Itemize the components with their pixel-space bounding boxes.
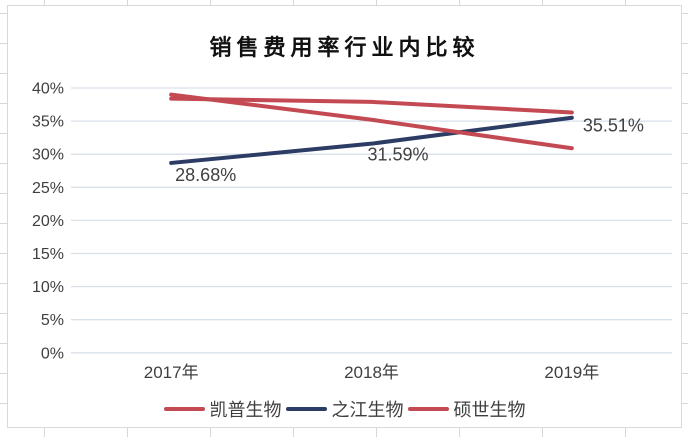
x-axis-label: 2019年	[544, 363, 599, 382]
data-label: 35.51%	[583, 116, 644, 136]
legend-label: 硕世生物	[453, 400, 526, 420]
y-tick-label: 40%	[32, 81, 64, 98]
legend-item[interactable]: 凯普生物	[163, 396, 282, 422]
legend-label: 之江生物	[331, 400, 404, 420]
legend-line-swatch	[407, 407, 449, 411]
y-tick-label: 10%	[32, 279, 64, 296]
legend-line-swatch	[285, 407, 327, 411]
x-axis-label: 2018年	[344, 363, 399, 382]
chart-title: 销售费用率行业内比较	[209, 35, 480, 60]
y-tick-label: 35%	[32, 114, 64, 131]
legend-label: 凯普生物	[209, 400, 282, 420]
chart-legend: 凯普生物 之江生物 硕世生物	[8, 396, 681, 422]
line-chart-plot: 40% 35% 30% 25% 20% 15% 10% 5% 0% 2017年 2018年 2019年…	[32, 81, 672, 382]
y-tick-label: 25%	[32, 180, 64, 197]
series-line-0	[169, 96, 574, 115]
y-tick-label: 15%	[32, 246, 64, 263]
y-tick-label: 0%	[41, 345, 64, 362]
x-axis-label: 2017年	[144, 363, 199, 382]
series-line-1	[169, 115, 574, 165]
legend-line-swatch	[163, 407, 205, 411]
legend-item[interactable]: 硕世生物	[407, 396, 526, 422]
legend-item[interactable]: 之江生物	[285, 396, 404, 422]
chart-card[interactable]: 销售费用率行业内比较 40% 35% 30% 25% 20% 15% 10% 5% 0% 2017…	[7, 5, 682, 428]
series-line-2	[169, 92, 574, 151]
data-label: 28.68%	[175, 165, 236, 185]
y-tick-label: 20%	[32, 213, 64, 230]
data-label: 31.59%	[368, 145, 429, 165]
y-tick-label: 30%	[32, 147, 64, 164]
y-tick-label: 5%	[41, 312, 64, 329]
